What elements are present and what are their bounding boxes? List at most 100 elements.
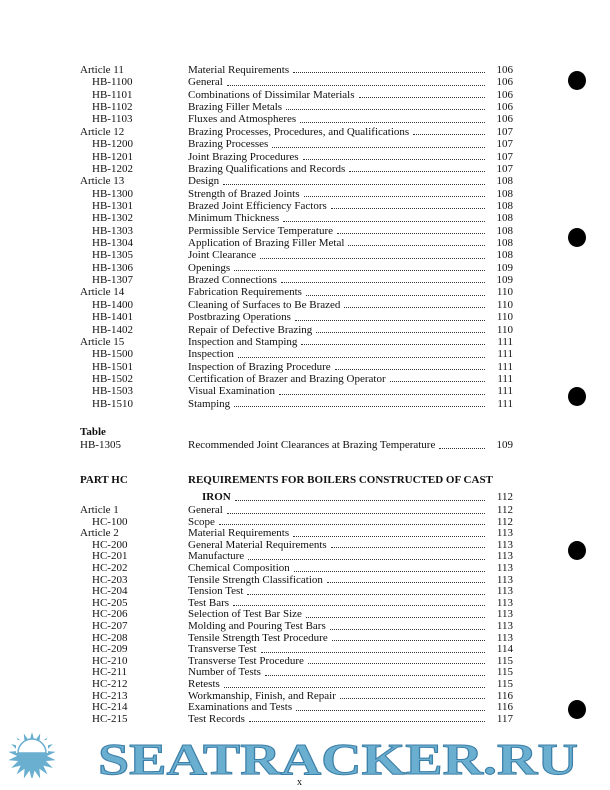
toc-row[interactable]: Article 15 Inspection and Stamping 111 [80,336,513,348]
toc-row[interactable]: HC-215 Test Records 117 [80,713,513,726]
toc-row[interactable]: HB-1502 Certification of Brazer and Braz… [80,373,513,385]
toc-title: Material Requirements [188,64,487,76]
toc-title: Brazing Processes [188,138,487,150]
toc-row[interactable]: HC-211 Number of Tests 115 [80,667,513,679]
dot-leader [279,393,485,395]
toc-row[interactable]: Article 2 Material Requirements 113 [80,528,513,540]
toc-title: Number of Tests [188,667,487,679]
toc-page: 113 [496,596,513,609]
dot-leader [280,282,485,284]
dot-leader [358,97,485,99]
toc-row[interactable]: HB-1201 Joint Brazing Procedures 107 [80,151,513,163]
dot-leader [337,233,485,235]
toc-row[interactable]: HB-1305 Joint Clearance 108 [80,249,513,261]
dot-leader [226,84,485,86]
toc-row[interactable]: HC-206 Selection of Test Bar Size 113 [80,609,513,621]
toc-page: 113 [496,585,513,598]
toc-row[interactable]: HC-200 General Material Requirements 113 [80,539,513,552]
dot-leader [248,558,485,560]
toc-row[interactable]: HB-1500 Inspection 111 [80,348,513,360]
toc-row[interactable]: HC-203 Tensile Strength Classification 1… [80,574,513,587]
toc-row[interactable]: HC-205 Test Bars 113 [80,596,513,610]
dot-leader [234,406,485,408]
binder-hole-dot [568,541,586,560]
toc-row[interactable]: HB-1501 Inspection of Brazing Procedure … [80,361,513,373]
toc-row[interactable]: HB-1200 Brazing Processes 107 [80,138,513,150]
dot-leader [349,171,485,173]
toc-row[interactable]: HB-1401 Postbrazing Operations 110 [80,311,513,323]
toc-row[interactable]: HC-204 Tension Test 113 [80,586,513,598]
dot-leader [339,698,485,700]
toc-row[interactable]: HC-202 Chemical Composition 113 [80,562,513,575]
toc-page: 111 [497,372,513,385]
toc-row[interactable]: HB-1510 Stamping 111 [80,398,513,410]
toc-page: 110 [496,298,513,311]
toc-row[interactable]: HB-1304 Application of Brazing Filler Me… [80,237,513,249]
toc-row[interactable]: HB-1400 Cleaning of Surfaces to Be Braze… [80,299,513,311]
dot-leader [233,605,485,607]
toc-row[interactable]: Article 14 Fabrication Requirements 110 [80,286,513,298]
toc-code: Article 15 [80,335,125,348]
toc-title: Openings [188,262,487,274]
dot-leader [316,331,485,333]
toc-page: 115 [496,654,513,667]
sun-ray [23,767,31,778]
toc-title: Brazed Joint Efficiency Factors [188,200,487,212]
toc-code: HB-1100 [92,76,133,89]
toc-title: Repair of Defective Brazing [188,324,487,336]
toc-page: 112 [496,515,513,528]
toc-code: HC-209 [92,643,128,656]
toc-page: 113 [496,631,513,644]
toc-title: Brazing Processes, Procedures, and Quali… [188,126,487,138]
toc-code: HB-1500 [92,348,133,361]
toc-row[interactable]: HB-1300 Strength of Brazed Joints 108 [80,188,513,200]
dot-leader [234,499,485,501]
toc-row[interactable]: HB-1305 Recommended Joint Clearances at … [80,439,513,452]
toc-title: Examinations and Tests [188,702,487,714]
dot-leader [237,356,485,358]
toc-row[interactable]: Article 13 Design 108 [80,175,513,187]
toc-page: 109 [496,274,514,287]
toc-title: Test Records [188,714,487,726]
toc-row[interactable]: HB-1303 Permissible Service Temperature … [80,225,513,237]
dot-leader [330,547,485,549]
toc-row[interactable]: HC-208 Tensile Strength Test Procedure 1… [80,631,513,645]
toc-row[interactable]: HC-210 Transverse Test Procedure 115 [80,654,513,668]
toc-row[interactable]: HB-1301 Brazed Joint Efficiency Factors … [80,200,513,212]
toc-title: Transverse Test Procedure [188,656,487,668]
toc-row[interactable]: HB-1306 Openings 109 [80,262,513,274]
dot-leader [301,344,485,346]
toc-part-hc-heading[interactable]: PART HC REQUIREMENTS FOR BOILERS CONSTRU… [80,474,513,504]
toc-row[interactable]: Article 11 Material Requirements 106 [80,64,513,76]
toc-page: 108 [496,175,514,188]
toc-row[interactable]: Article 1 General 112 [80,504,513,517]
toc-row[interactable]: HB-1503 Visual Examination 111 [80,385,513,397]
toc-row[interactable]: HB-1307 Brazed Connections 109 [80,274,513,286]
toc-row[interactable]: HB-1101 Combinations of Dissimilar Mater… [80,89,513,101]
toc-row[interactable]: HB-1102 Brazing Filler Metals 106 [80,101,513,113]
binder-hole-dot [568,387,586,406]
toc-row[interactable]: HB-1103 Fluxes and Atmospheres 106 [80,113,513,125]
toc-row[interactable]: HC-207 Molding and Pouring Test Bars 113 [80,620,513,633]
toc-title: General [188,76,487,88]
dot-leader [264,674,485,676]
toc-title: Brazed Connections [188,274,487,286]
toc-row[interactable]: HC-213 Workmanship, Finish, and Repair 1… [80,690,513,703]
toc-row[interactable]: HB-1202 Brazing Qualifications and Recor… [80,163,513,175]
toc-row[interactable]: Article 12 Brazing Processes, Procedures… [80,126,513,138]
toc-row[interactable]: HB-1302 Minimum Thickness 108 [80,212,513,224]
toc-title: Application of Brazing Filler Metal [188,237,487,249]
toc-row[interactable]: HC-201 Manufacture 113 [80,551,513,563]
toc-row[interactable]: HB-1402 Repair of Defective Brazing 110 [80,324,513,336]
part-title-line2: IRON [188,491,487,504]
toc-row[interactable]: HC-209 Transverse Test 114 [80,644,513,656]
toc-row[interactable]: HC-214 Examinations and Tests 116 [80,701,513,714]
toc-code: Article 2 [80,527,119,540]
toc-code: HB-1304 [92,237,133,250]
toc-row[interactable]: HC-212 Retests 115 [80,678,513,691]
toc-code: HB-1301 [92,199,133,212]
toc-row[interactable]: HB-1100 General 106 [80,76,513,88]
toc-row[interactable]: HC-100 Scope 112 [80,515,513,529]
dot-leader [330,208,485,210]
toc-code: HC-100 [92,515,128,528]
